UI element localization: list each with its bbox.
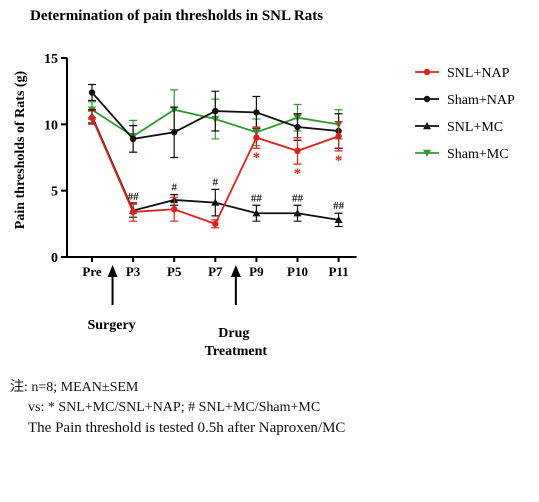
marker	[423, 68, 431, 76]
legend-label: SNL+NAP	[447, 66, 510, 81]
marker	[171, 206, 178, 213]
significance-label: ##	[251, 192, 263, 204]
marker	[88, 89, 96, 96]
annotation: Drug	[218, 326, 249, 341]
significance-label: *	[253, 150, 261, 166]
marker	[253, 134, 260, 141]
y-tick-label: 0	[51, 251, 58, 266]
y-tick-label: 5	[51, 185, 58, 200]
marker	[253, 109, 260, 116]
marker	[294, 147, 301, 155]
marker	[423, 122, 431, 130]
marker	[423, 149, 431, 157]
note: vs: * SNL+MC/SNL+NAP; # SNL+MC/Sham+MC	[28, 400, 321, 415]
arrow-head	[107, 265, 118, 277]
significance-label: #	[171, 182, 177, 194]
marker	[212, 220, 219, 228]
x-tick-label: P5	[167, 264, 182, 279]
significance-label: ##	[128, 191, 140, 203]
y-tick-label: 10	[44, 118, 58, 133]
x-tick-label: P7	[208, 264, 223, 279]
x-tick-label: P3	[126, 264, 141, 279]
annotation: Treatment	[205, 344, 268, 359]
marker	[294, 123, 301, 131]
annotation: Surgery	[87, 318, 135, 333]
marker	[335, 133, 342, 140]
marker	[129, 135, 137, 143]
y-tick-label: 15	[44, 52, 58, 67]
x-tick-label: P9	[249, 264, 264, 279]
marker	[211, 198, 220, 206]
chart-title: Determination of pain thresholds in SNL …	[30, 8, 323, 24]
marker	[252, 209, 261, 217]
x-tick-label: Pre	[82, 264, 101, 279]
marker	[88, 114, 96, 121]
chart: Determination of pain thresholds in SNL …	[13, 8, 515, 359]
marker	[171, 129, 178, 136]
y-axis-label: Pain thresholds of Rats (g)	[13, 70, 28, 229]
significance-label: *	[294, 166, 302, 182]
legend-label: Sham+NAP	[447, 93, 515, 108]
arrow-head	[230, 265, 241, 277]
marker	[212, 107, 219, 115]
notes: 注: n=8; MEAN±SEM vs: * SNL+MC/SNL+NAP; #…	[10, 378, 345, 438]
marker	[293, 209, 302, 217]
marker	[129, 208, 137, 216]
significance-label: *	[335, 153, 343, 169]
legend-label: SNL+MC	[447, 120, 503, 135]
significance-label: ##	[333, 200, 345, 212]
legend-label: Sham+MC	[447, 147, 509, 162]
marker	[423, 95, 431, 103]
x-tick-label: P10	[287, 264, 308, 279]
note: The Pain threshold is tested 0.5h after …	[28, 420, 346, 436]
x-tick-label: P11	[328, 264, 348, 279]
note: 注: n=8; MEAN±SEM	[10, 380, 139, 395]
marker	[334, 215, 343, 224]
significance-label: ##	[292, 192, 304, 204]
significance-label: #	[213, 176, 219, 188]
